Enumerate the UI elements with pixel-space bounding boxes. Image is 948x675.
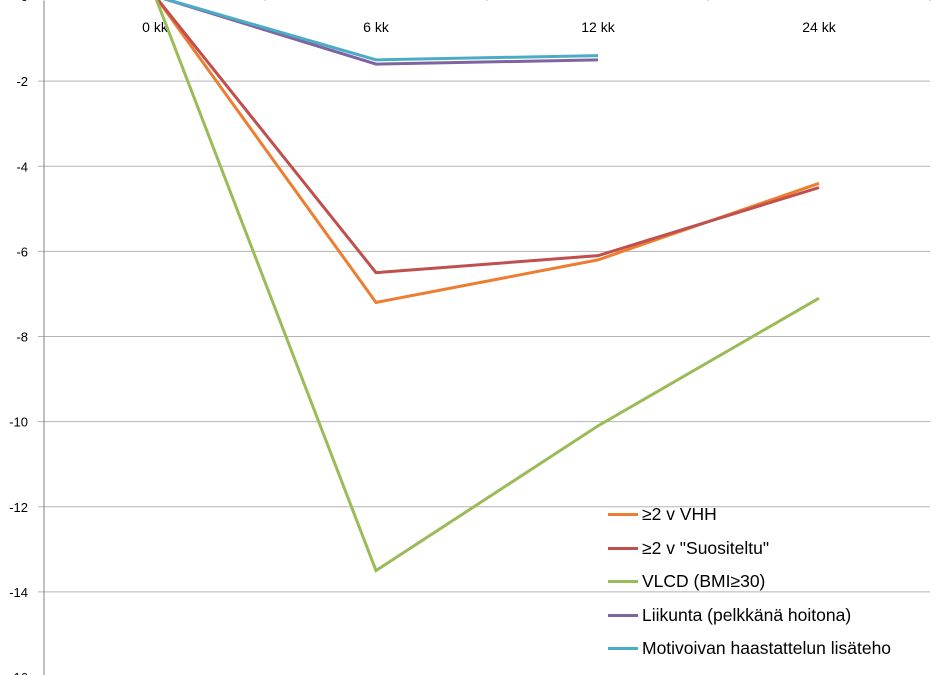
legend-item: Liikunta (pelkkänä hoitona) <box>608 599 938 633</box>
y-tick-label: -4 <box>16 159 28 174</box>
y-tick-label: -14 <box>9 585 28 600</box>
legend-label: VLCD (BMI≥30) <box>642 571 766 592</box>
legend-swatch <box>608 613 638 617</box>
legend-swatch <box>608 546 638 550</box>
series-line <box>154 0 820 573</box>
y-tick-label: 0 <box>21 0 28 4</box>
x-tick-label: 6 kk <box>363 19 390 35</box>
y-tick-label: -2 <box>16 74 28 89</box>
legend-label: Motivoivan haastattelun lisäteho <box>642 638 892 659</box>
legend-item: ≥2 v "Suositeltu" <box>608 532 938 566</box>
legend-label: ≥2 v "Suositeltu" <box>642 537 770 558</box>
legend-label: ≥2 v VHH <box>642 504 717 525</box>
x-tick-label: 12 kk <box>581 19 615 35</box>
x-tick-labels: 0 kk 6 kk 12 kk 24 kk <box>142 19 837 35</box>
legend-swatch <box>608 647 638 651</box>
y-tick-label: -12 <box>9 500 28 515</box>
x-tick-label: 24 kk <box>802 19 836 35</box>
x-tick-label: 0 kk <box>142 19 169 35</box>
series-lines <box>154 0 820 573</box>
legend: ≥2 v VHH ≥2 v "Suositeltu" VLCD (BMI≥30) Li… <box>608 498 938 666</box>
y-tick-label: -8 <box>16 330 28 345</box>
y-tick-label: -6 <box>16 244 28 259</box>
gridlines <box>38 80 930 593</box>
series-line <box>163 0 599 62</box>
axes <box>43 0 931 675</box>
y-tick-label: -10 <box>9 415 28 430</box>
legend-item: Motivoivan haastattelun lisäteho <box>608 632 938 666</box>
legend-swatch <box>608 513 638 517</box>
y-tick-label: -16 <box>9 670 28 675</box>
legend-label: Liikunta (pelkkänä hoitona) <box>642 604 852 625</box>
y-tick-labels: 0 -2 -4 -6 -8 -10 -12 -14 -16 <box>9 0 28 675</box>
legend-swatch <box>608 580 638 584</box>
series-line <box>156 0 820 275</box>
legend-item: VLCD (BMI≥30) <box>608 565 938 599</box>
legend-item: ≥2 v VHH <box>608 498 938 532</box>
